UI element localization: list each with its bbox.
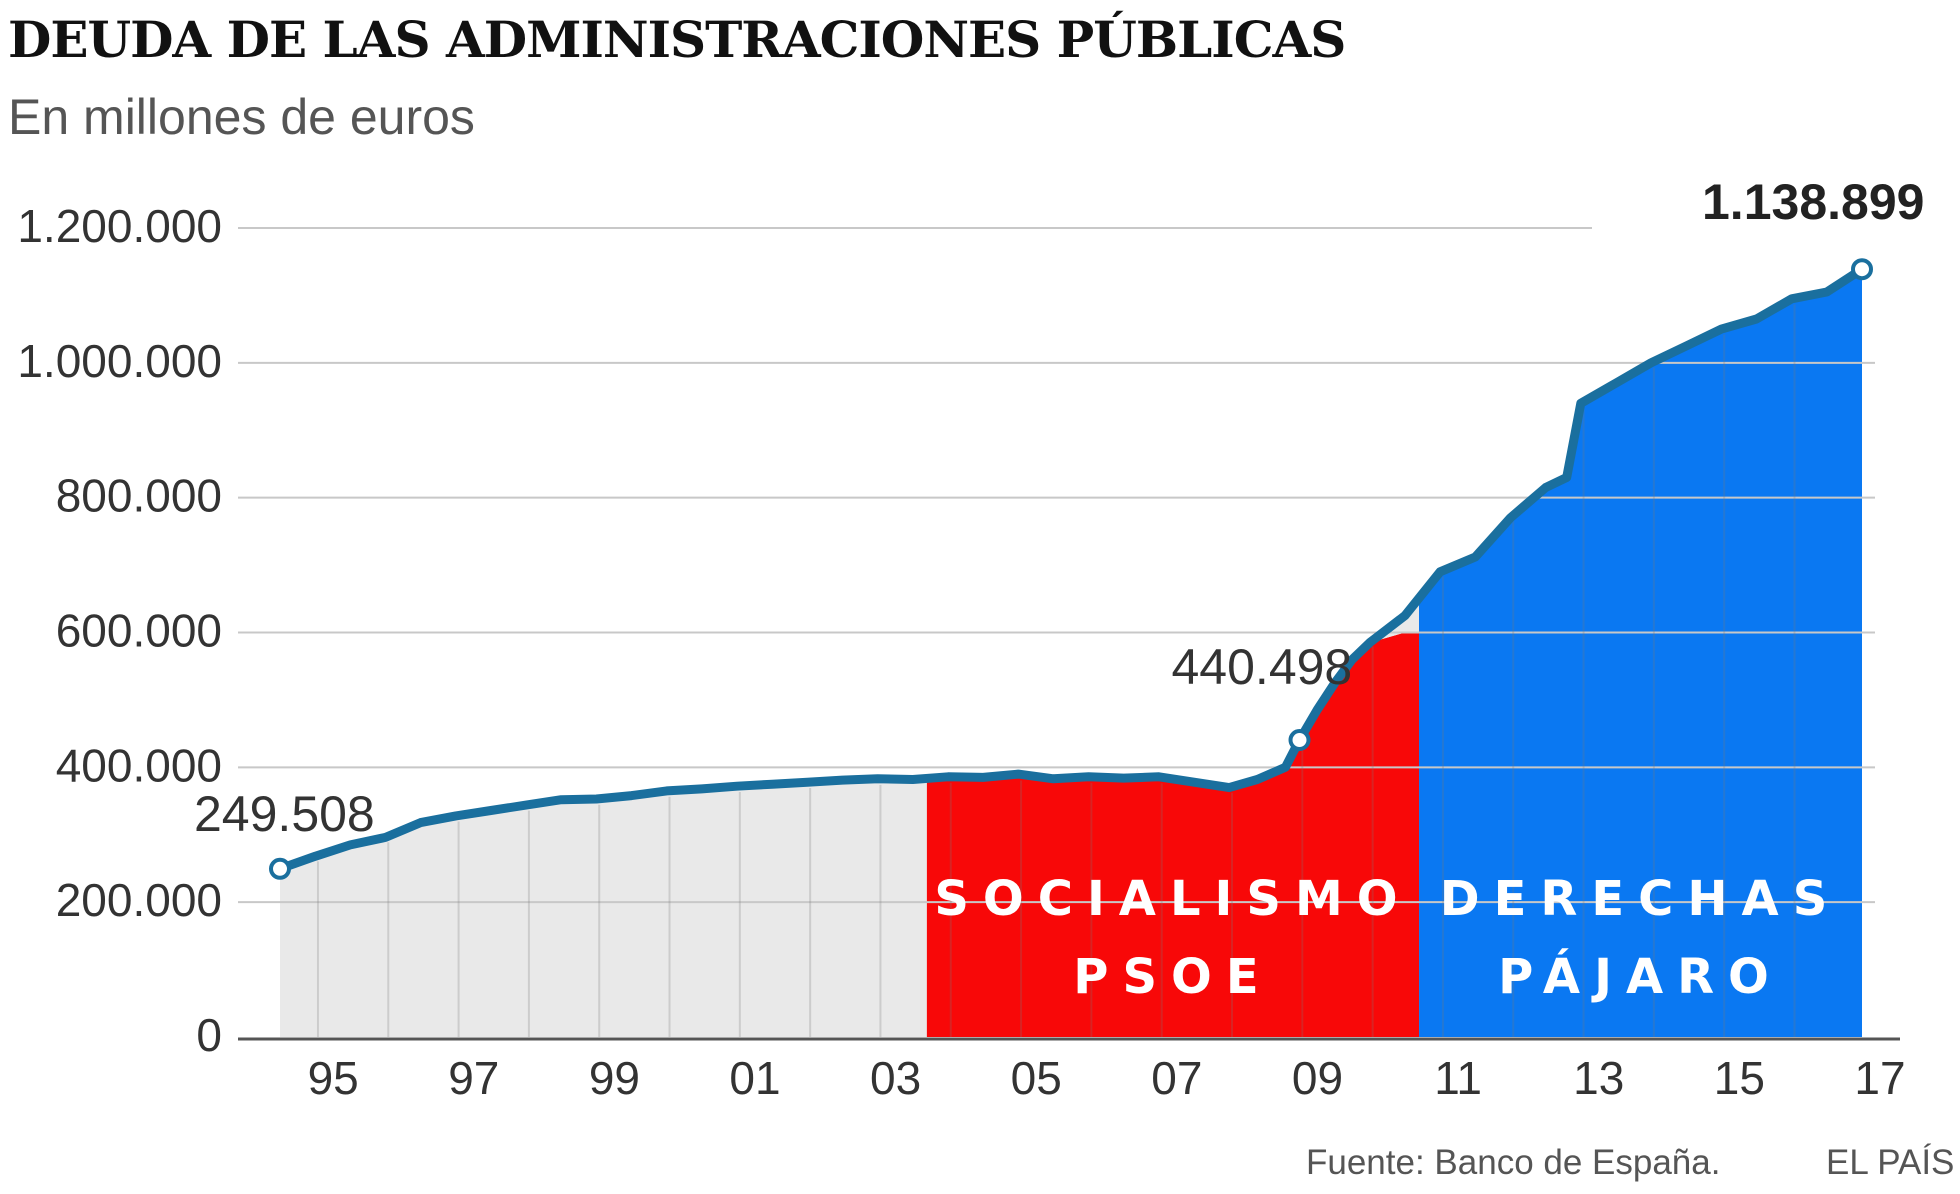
annotation-label-1: 440.498 xyxy=(1172,639,1353,695)
y-tick-label: 0 xyxy=(196,1009,222,1061)
region-fill-2 xyxy=(1419,269,1862,1037)
x-tick-label: 97 xyxy=(448,1052,499,1104)
region-fills xyxy=(280,269,1862,1037)
chart-subtitle: En millones de euros xyxy=(8,89,475,145)
x-tick-label: 07 xyxy=(1151,1052,1202,1104)
region-fill-1 xyxy=(926,632,1420,1037)
region-label-1-line-0: SOCIALISMO xyxy=(934,871,1411,927)
annotation-point-0 xyxy=(269,857,291,880)
annotations: 249.508 440.498 1.138.899 xyxy=(194,174,1924,880)
y-tick-label: 400.000 xyxy=(56,739,222,791)
x-axis-labels: 95 97 99 01 03 05 07 09 11 13 15 17 xyxy=(308,1052,1906,1104)
region-label-1-line-1: PSOE xyxy=(1073,949,1272,1005)
x-tick-label: 03 xyxy=(870,1052,921,1104)
x-tick-label: 99 xyxy=(589,1052,640,1104)
annotation-point-1 xyxy=(1288,729,1311,752)
debt-line xyxy=(275,264,1867,874)
y-tick-label: 800.000 xyxy=(56,470,222,522)
x-tick-label: 11 xyxy=(1434,1052,1482,1104)
y-tick-label: 1.000.000 xyxy=(17,335,222,387)
region-labels: SOCIALISMO PSOE DERECHAS PÁJARO xyxy=(934,871,1842,1005)
y-tick-label: 600.000 xyxy=(56,605,222,657)
x-tick-label: 01 xyxy=(729,1052,780,1104)
source-note: Fuente: Banco de España. xyxy=(1306,1143,1721,1182)
series-line xyxy=(275,264,1867,874)
x-tick-label: 09 xyxy=(1292,1052,1343,1104)
x-tick-label: 15 xyxy=(1714,1052,1765,1104)
region-label-2-line-1: PÁJARO xyxy=(1498,948,1783,1005)
publisher-brand: EL PAÍS xyxy=(1826,1143,1955,1182)
y-tick-label: 200.000 xyxy=(56,874,222,926)
x-tick-label: 17 xyxy=(1854,1052,1905,1104)
y-axis-labels: 0 200.000 400.000 600.000 800.000 1.000.000 1.… xyxy=(17,200,222,1061)
vertical-gridlines xyxy=(316,304,1796,1037)
gridlines xyxy=(238,227,1875,904)
annotation-point-2 xyxy=(1851,258,1873,281)
x-tick-label: 95 xyxy=(308,1052,359,1104)
annotation-label-2: 1.138.899 xyxy=(1702,174,1924,230)
x-tick-label: 05 xyxy=(1011,1052,1062,1104)
annotation-label-0: 249.508 xyxy=(194,786,375,842)
region-label-2-line-0: DERECHAS xyxy=(1440,871,1842,927)
region-fill-0 xyxy=(280,778,927,1037)
x-tick-label: 13 xyxy=(1573,1052,1624,1104)
chart-title: DEUDA DE LAS ADMINISTRACIONES PÚBLICAS xyxy=(8,10,1346,69)
y-tick-label: 1.200.000 xyxy=(17,200,222,252)
